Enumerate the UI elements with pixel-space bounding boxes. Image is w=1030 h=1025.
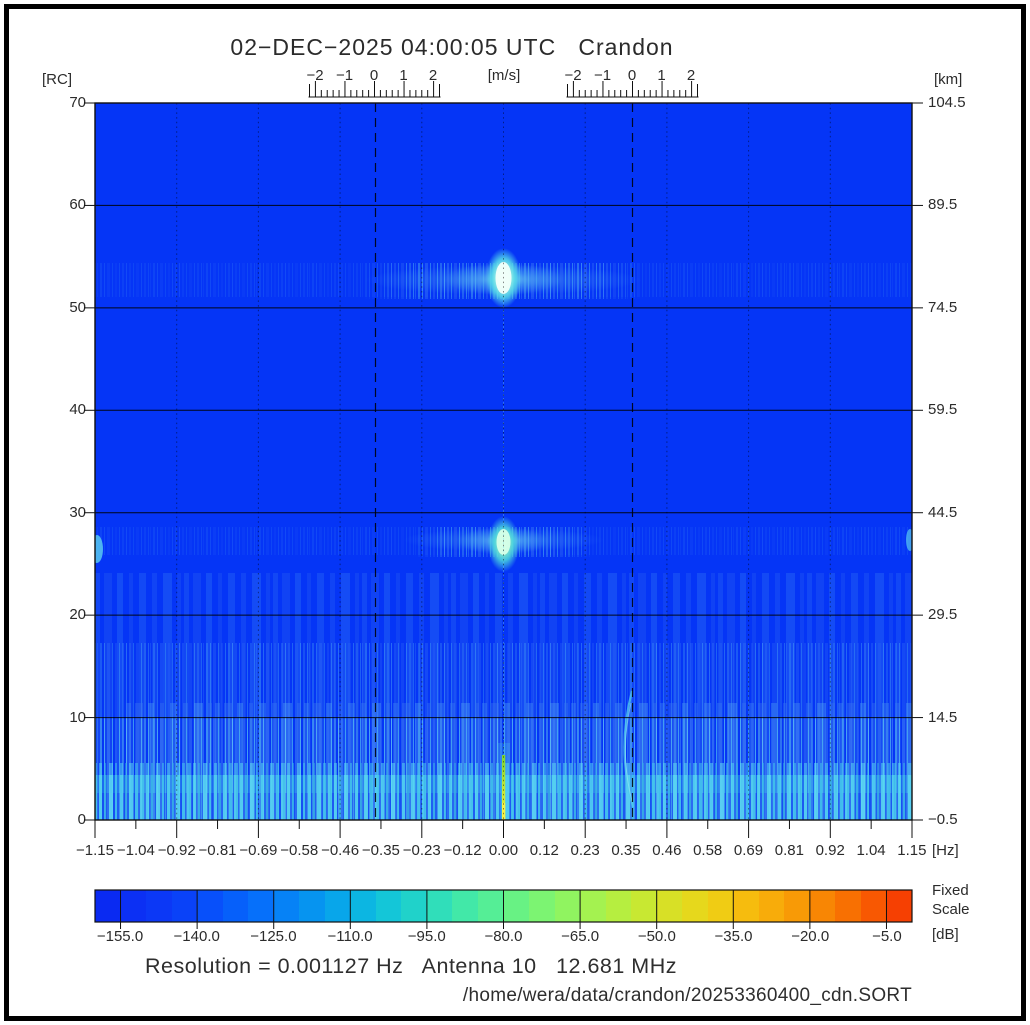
- velocity-ruler-labels-left: −2 −1 0 1 2: [306, 67, 438, 84]
- colorbar-cell: [426, 890, 453, 922]
- colorbar-cell: [350, 890, 376, 922]
- colorbar-cell: [222, 890, 249, 922]
- range-cell-tick-label: 0: [77, 810, 86, 828]
- colorbar: [95, 890, 912, 922]
- colorbar-cell: [171, 890, 198, 922]
- colorbar-cell: [248, 890, 274, 922]
- colorbar-cell: [120, 890, 147, 922]
- km-tick-label: 14.5: [928, 708, 958, 726]
- colorbar-cell: [733, 890, 759, 922]
- range-cell-tick-label: 50: [69, 298, 86, 316]
- colorbar-cell: [580, 890, 606, 922]
- colorbar-cell: [682, 890, 708, 922]
- colorbar-tick-labels: −155.0 −140.0 −125.0 −110.0 −95.0 −80.0 −65.0−…: [96, 928, 902, 945]
- km-tick-label: 59.5: [928, 401, 958, 419]
- scale-mode-label-line1: Fixed: [932, 882, 969, 899]
- colorbar-cell: [886, 890, 912, 922]
- colorbar-cell: [784, 890, 810, 922]
- left-axis-tick-labels: 70 60 50 40 30 20 10 0: [34, 95, 86, 828]
- range-cell-tick-label: 30: [69, 503, 86, 521]
- km-tick-label: 29.5: [928, 606, 958, 624]
- range-cell-tick-label: 10: [69, 708, 86, 726]
- range-cell-tick-label: 60: [69, 196, 86, 214]
- left-axis-unit-label: [RC]: [42, 71, 72, 88]
- resolution-info-line: Resolution = 0.001127 Hz Antenna 10 12.6…: [145, 954, 677, 978]
- right-axis-tick-labels: 104.5 89.5 74.5 59.5 44.5 29.5 14.5 −0.5: [928, 95, 992, 828]
- colorbar-unit-label: [dB]: [932, 926, 959, 943]
- colorbar-cell: [554, 890, 581, 922]
- colorbar-cell: [375, 890, 402, 922]
- km-tick-label: 74.5: [928, 298, 958, 316]
- range-cell-tick-label: 40: [69, 401, 86, 419]
- colorbar-cell: [503, 890, 530, 922]
- spectrum-image: [95, 103, 912, 820]
- doppler-spectrum-heatmap: [95, 103, 912, 820]
- colorbar-cell: [835, 890, 861, 922]
- scale-mode-label-line2: Scale: [932, 901, 970, 918]
- colorbar-cell: [146, 890, 172, 922]
- km-tick-label: 44.5: [928, 503, 958, 521]
- colorbar-cell: [452, 890, 478, 922]
- outer-border-frame: [4, 4, 1026, 1021]
- right-axis-unit-label: [km]: [934, 71, 963, 88]
- colorbar-cell: [860, 890, 887, 922]
- colorbar-cell: [299, 890, 325, 922]
- plot-title: 02−DEC−2025 04:00:05 UTC Crandon: [230, 34, 674, 60]
- colorbar-cell: [324, 890, 351, 922]
- km-tick-label: 89.5: [928, 196, 958, 214]
- bottom-axis-tick-labels: −1.15 −1.04 −0.92 −0.81 −0.69 −0.58 −0.46 −0.35…: [76, 842, 927, 859]
- range-cell-tick-label: 70: [69, 94, 86, 111]
- range-cell-tick-label: 20: [69, 606, 86, 624]
- velocity-unit-label: [m/s]: [487, 67, 521, 84]
- colorbar-cell: [197, 890, 223, 922]
- colorbar-cell: [477, 890, 504, 922]
- source-file-path: /home/wera/data/crandon/20253360400_cdn.…: [462, 985, 912, 1006]
- colorbar-cell: [529, 890, 555, 922]
- colorbar-cell: [95, 890, 121, 922]
- velocity-ruler-labels-right: −2 −1 0 1 2: [564, 67, 696, 84]
- km-tick-label: −0.5: [928, 810, 958, 828]
- colorbar-cell: [631, 890, 657, 922]
- colorbar-cell: [401, 890, 427, 922]
- colorbar-cell: [809, 890, 836, 922]
- colorbar-cell: [707, 890, 734, 922]
- colorbar-cell: [656, 890, 683, 922]
- colorbar-cell: [605, 890, 632, 922]
- bottom-axis-unit-label: [Hz]: [932, 842, 959, 859]
- colorbar-cell: [273, 890, 300, 922]
- colorbar-cell: [758, 890, 785, 922]
- km-tick-label: 104.5: [928, 94, 966, 111]
